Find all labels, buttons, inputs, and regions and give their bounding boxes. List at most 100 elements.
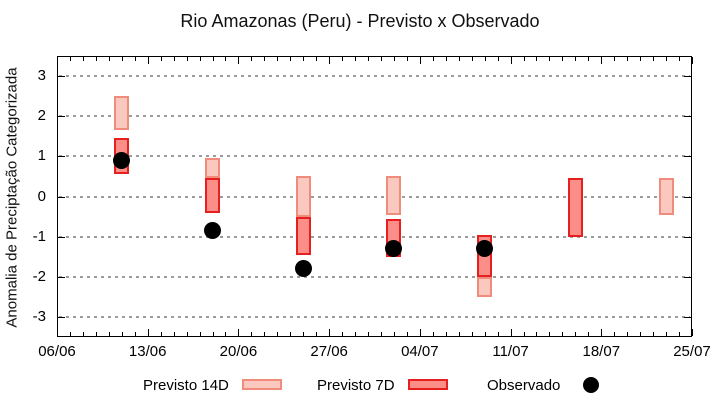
x-tick: [393, 57, 395, 61]
y-tick: [684, 196, 691, 198]
plot-area-border: [57, 56, 692, 337]
x-tick-label: 25/07: [673, 343, 711, 360]
x-tick: [264, 332, 266, 336]
x-tick: [445, 332, 447, 336]
x-tick: [640, 332, 642, 336]
legend-label: Previsto 7D: [317, 377, 395, 394]
x-tick: [121, 332, 123, 336]
y-tick-label: -3: [32, 307, 46, 325]
x-tick: [238, 57, 240, 64]
legend-swatch-previsto-7d: [408, 379, 448, 390]
x-tick: [549, 332, 551, 336]
x-tick: [432, 332, 434, 336]
x-tick: [484, 332, 486, 336]
y-tick: [684, 76, 691, 78]
legend-observado-dot: [583, 377, 599, 393]
x-tick: [225, 332, 227, 336]
x-tick: [134, 332, 136, 336]
x-tick: [380, 57, 382, 61]
previsto-7d-box: [295, 216, 311, 255]
legend-label: Previsto 14D: [143, 377, 229, 394]
x-tick: [510, 57, 512, 64]
x-tick: [134, 57, 136, 61]
y-tick-label: 1: [37, 147, 46, 165]
x-tick: [69, 57, 71, 61]
x-tick: [536, 332, 538, 336]
x-tick: [342, 57, 344, 61]
x-tick: [199, 332, 201, 336]
x-tick: [329, 57, 331, 64]
x-tick: [692, 329, 693, 336]
y-tick: [58, 76, 65, 78]
x-tick: [277, 332, 279, 336]
x-tick: [549, 57, 551, 61]
x-tick: [277, 57, 279, 61]
observado-point: [294, 260, 312, 278]
observado-point: [385, 240, 403, 258]
x-tick: [627, 332, 629, 336]
x-tick: [614, 332, 616, 336]
x-tick: [186, 57, 188, 61]
y-tick: [58, 236, 65, 238]
x-tick-label: 04/07: [401, 343, 439, 360]
y-tick-label: -2: [32, 267, 46, 285]
x-tick: [303, 332, 305, 336]
x-tick: [225, 57, 227, 61]
y-tick: [684, 116, 691, 118]
y-tick: [58, 276, 65, 278]
y-tick-label: -1: [32, 227, 46, 245]
x-tick: [316, 332, 318, 336]
x-tick: [588, 332, 590, 336]
x-tick: [173, 57, 175, 61]
observado-point: [476, 240, 494, 258]
x-tick: [601, 329, 603, 336]
y-tick: [684, 316, 691, 318]
x-tick: [640, 57, 642, 61]
x-tick: [212, 332, 214, 336]
x-tick: [121, 57, 123, 61]
x-tick: [82, 57, 84, 61]
gridline: [59, 195, 690, 198]
previsto-7d-box: [567, 178, 583, 237]
x-tick: [264, 57, 266, 61]
chart-title: Rio Amazonas (Peru) - Previsto x Observa…: [180, 11, 540, 31]
gridline: [59, 235, 690, 238]
x-tick: [471, 57, 473, 61]
x-tick: [679, 332, 681, 336]
x-tick: [419, 57, 421, 64]
x-tick: [406, 332, 408, 336]
x-tick: [432, 57, 434, 61]
x-tick: [212, 57, 214, 61]
x-tick: [95, 57, 97, 61]
x-tick: [653, 57, 655, 61]
y-tick-label: 2: [37, 107, 46, 125]
x-tick: [173, 332, 175, 336]
x-tick: [471, 332, 473, 336]
gridline: [59, 115, 690, 118]
x-tick: [393, 332, 395, 336]
y-tick: [58, 316, 65, 318]
x-tick: [57, 57, 58, 64]
x-tick: [458, 332, 460, 336]
x-tick: [497, 57, 499, 61]
x-tick: [303, 57, 305, 61]
gridline: [59, 315, 690, 318]
x-tick: [368, 332, 370, 336]
x-tick: [342, 332, 344, 336]
y-tick: [58, 196, 65, 198]
gridline: [59, 75, 690, 78]
x-tick: [510, 329, 512, 336]
y-tick-label: 0: [37, 187, 46, 205]
x-tick: [692, 57, 693, 64]
gridline: [59, 275, 690, 278]
x-tick: [679, 57, 681, 61]
x-tick: [601, 57, 603, 64]
x-tick-label: 11/07: [492, 343, 529, 360]
legend-swatch-previsto-14d: [242, 379, 282, 390]
previsto-14d-box: [477, 276, 493, 297]
y-tick-label: 3: [37, 67, 46, 85]
x-tick: [497, 332, 499, 336]
x-tick: [290, 57, 292, 61]
x-tick: [238, 329, 240, 336]
x-tick: [108, 57, 110, 61]
